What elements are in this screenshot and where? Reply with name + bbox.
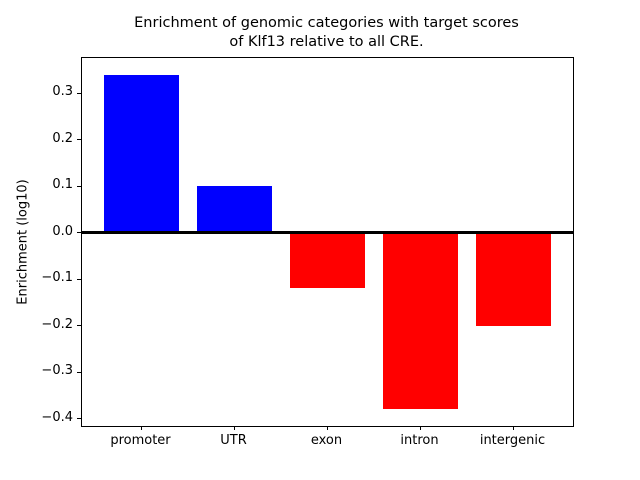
chart-title-line-2: of Klf13 relative to all CRE. xyxy=(229,34,424,50)
y-tick-mark-0.0 xyxy=(77,232,81,234)
y-tick-label-0.0: 0.0 xyxy=(52,223,73,239)
bar-intron xyxy=(383,232,458,410)
y-tick-mark-0.2 xyxy=(77,139,81,141)
y-tick-label-−0.1: −0.1 xyxy=(41,270,73,286)
bar-promoter xyxy=(104,74,179,233)
y-tick-label-−0.4: −0.4 xyxy=(41,409,73,425)
plot-area xyxy=(77,57,574,430)
y-tick-label-0.1: 0.1 xyxy=(52,177,73,193)
zero-line xyxy=(82,231,573,234)
x-tick-label-intergenic: intergenic xyxy=(479,433,546,448)
chart-title-line-1: Enrichment of genomic categories with ta… xyxy=(134,15,519,31)
y-tick-mark-−0.2 xyxy=(77,325,81,327)
y-tick-label-0.2: 0.2 xyxy=(52,130,73,146)
bar-intergenic xyxy=(476,232,551,326)
bar-UTR xyxy=(197,186,272,233)
y-tick-label-0.3: 0.3 xyxy=(52,84,73,100)
x-tick-mark-exon xyxy=(326,426,329,430)
x-tick-label-exon: exon xyxy=(310,433,343,448)
y-tick-label-−0.2: −0.2 xyxy=(41,316,73,332)
y-tick-mark-−0.1 xyxy=(77,278,81,280)
chart-title: Enrichment of genomic categories with ta… xyxy=(81,14,572,52)
y-tick-mark-−0.4 xyxy=(77,417,81,420)
x-tick-mark-intron xyxy=(419,426,422,430)
bar-exon xyxy=(290,232,365,289)
x-tick-label-promoter: promoter xyxy=(110,433,171,448)
x-tick-mark-promoter xyxy=(140,426,143,430)
y-tick-mark-0.1 xyxy=(77,185,81,187)
y-tick-mark-−0.3 xyxy=(77,371,81,373)
y-tick-mark-0.3 xyxy=(77,92,81,94)
x-tick-mark-intergenic xyxy=(512,426,515,430)
y-tick-label-−0.3: −0.3 xyxy=(41,363,73,379)
x-tick-mark-UTR xyxy=(233,426,236,430)
x-tick-label-UTR: UTR xyxy=(220,433,247,448)
x-tick-label-intron: intron xyxy=(400,433,439,448)
